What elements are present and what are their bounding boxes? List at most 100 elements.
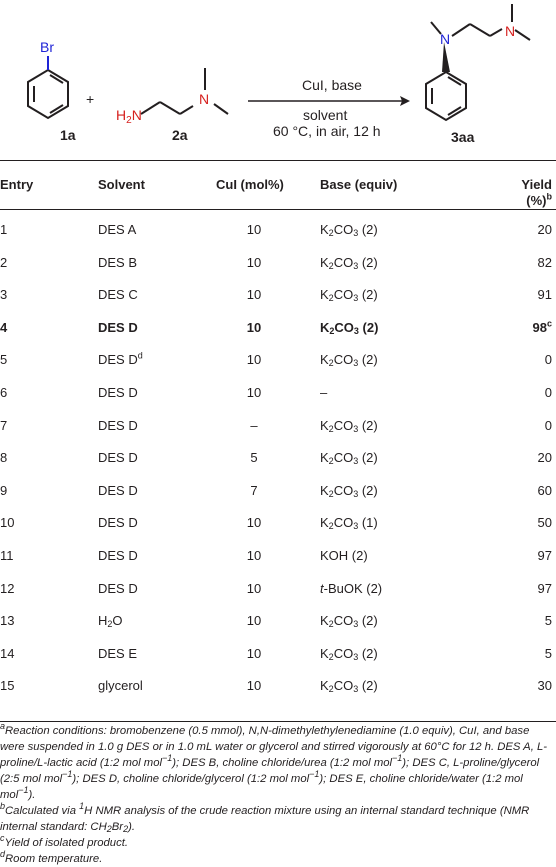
yield-value: 0 bbox=[544, 385, 552, 400]
solvent-text: glycerol bbox=[98, 678, 143, 694]
base-equiv: (1) bbox=[358, 515, 378, 531]
base-text-mid: -BuOK (2) bbox=[323, 580, 383, 596]
base-text: K bbox=[320, 515, 329, 531]
base-subscript: 3 bbox=[353, 423, 359, 434]
cui-cell: 10 bbox=[246, 548, 262, 563]
product-label: 3aa bbox=[451, 129, 475, 145]
solvent-cell: glycerol bbox=[98, 678, 143, 694]
entry-cell: 5 bbox=[0, 352, 8, 368]
footnote-d: dRoom temperature. bbox=[0, 849, 103, 865]
base-text-mid: CO bbox=[333, 287, 354, 303]
product-structure bbox=[425, 4, 531, 122]
cui-cell: 7 bbox=[250, 482, 258, 498]
solvent-text: DES D bbox=[98, 385, 138, 400]
entry-cell: 2 bbox=[0, 254, 8, 270]
cui-cell: – bbox=[250, 417, 258, 433]
solvent-cell: DES D bbox=[98, 450, 138, 466]
reaction-arrow bbox=[248, 96, 410, 106]
base-cell: K2CO3 (2) bbox=[320, 613, 378, 629]
header-cui: CuI (mol%) bbox=[216, 177, 284, 192]
yield-cell: 20 bbox=[492, 450, 552, 466]
base-subscript: 2 bbox=[328, 358, 334, 369]
solvent-text: DES D bbox=[98, 319, 138, 335]
yield-value: 0 bbox=[544, 352, 552, 368]
entry-cell: 6 bbox=[0, 385, 8, 400]
base-subscript: 3 bbox=[353, 456, 359, 467]
base-text-mid: CO bbox=[333, 645, 354, 661]
cui-cell: 10 bbox=[246, 385, 262, 400]
base-text: K bbox=[320, 613, 329, 629]
solvent-cell: DES B bbox=[98, 255, 137, 271]
base-text-mid: CO bbox=[334, 319, 354, 335]
base-subscript: 3 bbox=[353, 325, 359, 336]
base-text-mid: CO bbox=[333, 482, 354, 498]
solvent-text: H bbox=[98, 613, 108, 629]
base-text: K bbox=[320, 287, 329, 303]
base-text-mid: CO bbox=[333, 222, 354, 237]
cui-cell: 10 bbox=[246, 645, 262, 661]
yield-value: 20 bbox=[537, 450, 552, 466]
solvent-text: DES E bbox=[98, 645, 138, 661]
solvent-cell: DES D bbox=[98, 320, 138, 336]
bromine-label: Br bbox=[40, 39, 54, 55]
solvent-footnote-mark: d bbox=[137, 351, 143, 362]
base-text-mid: CO bbox=[333, 515, 354, 531]
yield-footnote-mark: c bbox=[546, 318, 552, 329]
solvent-tail: O bbox=[112, 613, 123, 629]
base-equiv: (2) bbox=[358, 613, 378, 629]
cui-cell: 10 bbox=[246, 222, 262, 237]
base-equiv: (2) bbox=[358, 417, 378, 433]
base-cell: K2CO3 (2) bbox=[320, 646, 378, 662]
base-text: KOH (2) bbox=[320, 548, 368, 563]
yield-cell: 91 bbox=[492, 287, 552, 303]
amine-h2n-label: H2N bbox=[116, 107, 142, 126]
solvent-text: DES D bbox=[98, 482, 138, 498]
base-subscript: 2 bbox=[328, 684, 334, 695]
solvent-text: DES D bbox=[98, 515, 138, 531]
base-subscript: 3 bbox=[353, 358, 359, 369]
base-subscript: 3 bbox=[353, 684, 359, 695]
base-cell: K2CO3 (1) bbox=[320, 515, 378, 531]
base-equiv: (2) bbox=[358, 678, 378, 694]
solvent-cell: DES D bbox=[98, 548, 138, 564]
base-equiv: (2) bbox=[358, 319, 379, 335]
yield-value: 30 bbox=[537, 678, 552, 694]
reactant-2-label: 2a bbox=[172, 127, 188, 143]
base-text: K bbox=[320, 482, 329, 498]
base-cell: t-BuOK (2) bbox=[320, 581, 382, 597]
base-text-mid: CO bbox=[333, 450, 354, 466]
solvent-text: DES C bbox=[98, 287, 138, 303]
base-cell: K2CO3 (2) bbox=[320, 320, 378, 336]
entry-cell: 15 bbox=[0, 678, 15, 694]
header-solvent: Solvent bbox=[98, 177, 145, 192]
base-equiv: (2) bbox=[358, 222, 378, 237]
base-text: K bbox=[320, 417, 329, 433]
bromobenzene-structure bbox=[27, 56, 69, 120]
yield-value: 5 bbox=[544, 613, 552, 629]
cui-cell: 10 bbox=[246, 580, 262, 596]
amine-n-label: N bbox=[199, 91, 209, 107]
entry-cell: 12 bbox=[0, 580, 15, 596]
cui-cell: 10 bbox=[246, 254, 262, 270]
entry-cell: 8 bbox=[0, 450, 8, 466]
base-cell: K2CO3 (2) bbox=[320, 287, 378, 303]
base-subscript: 3 bbox=[353, 488, 359, 499]
yield-cell: 0 bbox=[492, 385, 552, 401]
solvent-text: DES D bbox=[98, 417, 138, 433]
base-equiv: (2) bbox=[358, 254, 378, 270]
table-header-rule bbox=[0, 209, 556, 210]
diamine-structure bbox=[140, 68, 229, 115]
base-subscript: 2 bbox=[328, 651, 334, 662]
base-cell: K2CO3 (2) bbox=[320, 678, 378, 694]
entry-cell: 4 bbox=[0, 319, 8, 335]
solvent-subscript: 2 bbox=[107, 619, 113, 630]
base-equiv: (2) bbox=[358, 482, 378, 498]
yield-cell: 20 bbox=[492, 222, 552, 238]
header-yield: Yield (%)b bbox=[496, 177, 552, 209]
entry-cell: 7 bbox=[0, 417, 8, 433]
yield-value: 82 bbox=[537, 254, 552, 270]
base-text-mid: CO bbox=[333, 417, 354, 433]
solvent-cell: DES E bbox=[98, 646, 137, 662]
entry-cell: 1 bbox=[0, 222, 8, 237]
entry-cell: 14 bbox=[0, 645, 15, 661]
